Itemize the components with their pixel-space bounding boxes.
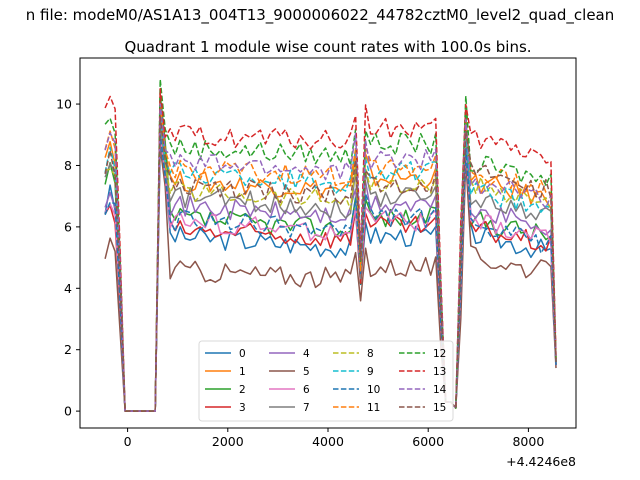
- series-line-3: [104, 127, 557, 412]
- plot-lines: [104, 78, 557, 412]
- y-tick-label: 4: [64, 281, 72, 296]
- x-tick-label: 8000: [512, 434, 544, 449]
- series-line-5: [104, 146, 557, 412]
- series-line-10: [104, 134, 557, 412]
- x-tick-label: 4000: [312, 434, 344, 449]
- figure-suptitle: n file: modeM0/AS1A13_004T13_9000006022_…: [26, 6, 615, 25]
- series-line-15: [104, 115, 557, 412]
- legend-label-14: 14: [433, 384, 447, 396]
- legend-label-1: 1: [239, 366, 246, 378]
- legend-label-8: 8: [367, 348, 374, 360]
- legend-label-3: 3: [239, 402, 246, 414]
- legend-label-10: 10: [367, 384, 380, 396]
- series-line-7: [104, 121, 557, 412]
- legend-label-7: 7: [303, 402, 310, 414]
- series-line-13: [104, 87, 557, 412]
- y-tick-label: 6: [64, 219, 72, 234]
- series-line-2: [104, 94, 557, 412]
- legend-label-13: 13: [433, 366, 446, 378]
- x-offset-label: +4.4246e8: [506, 454, 576, 469]
- legend-box: [198, 340, 454, 422]
- legend-label-12: 12: [433, 348, 446, 360]
- x-axis: 0 2000 4000 6000 8000: [124, 428, 544, 449]
- legend-label-6: 6: [303, 384, 310, 396]
- legend-label-2: 2: [239, 384, 246, 396]
- series-line-14: [104, 103, 557, 412]
- legend-label-11: 11: [367, 402, 380, 414]
- chart-title: Quadrant 1 module wise count rates with …: [124, 38, 531, 56]
- y-axis: 0 2 4 6 8 10: [56, 97, 80, 419]
- legend-label-9: 9: [367, 366, 374, 378]
- series-line-0: [104, 134, 557, 412]
- series-line-4: [104, 124, 557, 412]
- legend-label-4: 4: [303, 348, 310, 360]
- series-line-12: [104, 78, 557, 412]
- series-line-11: [104, 103, 557, 412]
- y-tick-label: 2: [64, 342, 72, 357]
- x-tick-label: 2000: [212, 434, 244, 449]
- y-tick-label: 8: [64, 158, 72, 173]
- y-tick-label: 0: [64, 404, 72, 419]
- x-tick-label: 0: [124, 434, 132, 449]
- legend-label-0: 0: [239, 348, 246, 360]
- x-tick-label: 6000: [412, 434, 444, 449]
- y-tick-label: 10: [56, 97, 72, 112]
- series-line-9: [104, 115, 557, 412]
- legend-label-5: 5: [303, 366, 310, 378]
- legend-label-15: 15: [433, 402, 446, 414]
